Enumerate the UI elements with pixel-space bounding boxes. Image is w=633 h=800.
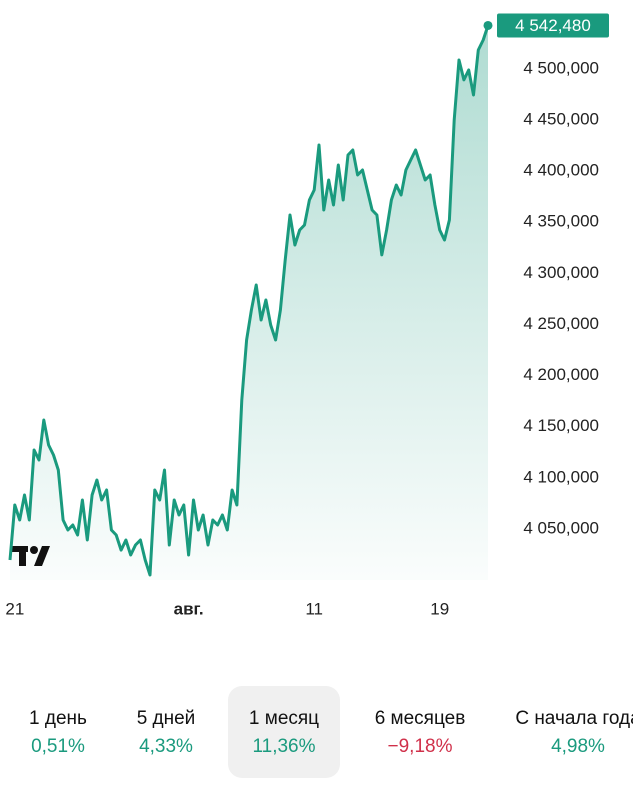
y-tick-label: 4 400,000 (523, 161, 599, 180)
period-label: 5 дней (136, 708, 196, 729)
y-tick-label: 4 150,000 (523, 416, 599, 435)
line (8, 25, 490, 577)
period-label: С начала года (515, 708, 633, 729)
y-tick-label: 4 500,000 (523, 58, 599, 77)
y-tick-label: 4 300,000 (523, 263, 599, 282)
period-tabs: 1 день 0,51% 5 дней 4,33% 1 месяц 11,36% 6 мес… (0, 686, 633, 778)
period-tab[interactable]: С начала года 4,98% (515, 686, 633, 778)
period-tab[interactable]: 5 дней 4,33% (110, 686, 222, 778)
y-tick-label: 4 450,000 (523, 110, 599, 129)
last-point (483, 20, 493, 30)
tradingview-logo (12, 546, 50, 566)
x-tick-label: 19 (430, 599, 449, 618)
period-change: 4,33% (139, 736, 193, 757)
period-change: 4,98% (551, 736, 605, 757)
chart: 4 050,000 4 100,000 4 150,000 4 200,000 4 25… (5, 13, 609, 618)
last-value-label: 4 542,480 (515, 16, 591, 35)
period-label: 1 месяц (248, 708, 320, 729)
period-label: 1 день (29, 708, 87, 729)
period-tab[interactable]: 1 день 0,51% (2, 686, 114, 778)
area (10, 25, 488, 580)
period-label: 6 месяцев (374, 708, 466, 729)
period-tab[interactable]: 1 месяц 11,36% (228, 686, 340, 778)
y-tick-label: 4 050,000 (523, 518, 599, 537)
period-change: 11,36% (252, 736, 316, 757)
period-change: −9,18% (387, 736, 453, 757)
last-value-box (497, 13, 609, 38)
y-tick-label: 4 350,000 (523, 212, 599, 231)
x-tick-label: 21 (5, 599, 24, 618)
y-tick-label: 4 200,000 (523, 365, 599, 384)
y-tick-label: 4 250,000 (523, 314, 599, 333)
x-tick-label: 11 (305, 599, 323, 618)
y-tick-label: 4 100,000 (523, 467, 599, 486)
period-tab[interactable]: 6 месяцев −9,18% (364, 686, 476, 778)
x-tick-label: авг. (174, 599, 204, 618)
period-change: 0,51% (31, 736, 85, 757)
